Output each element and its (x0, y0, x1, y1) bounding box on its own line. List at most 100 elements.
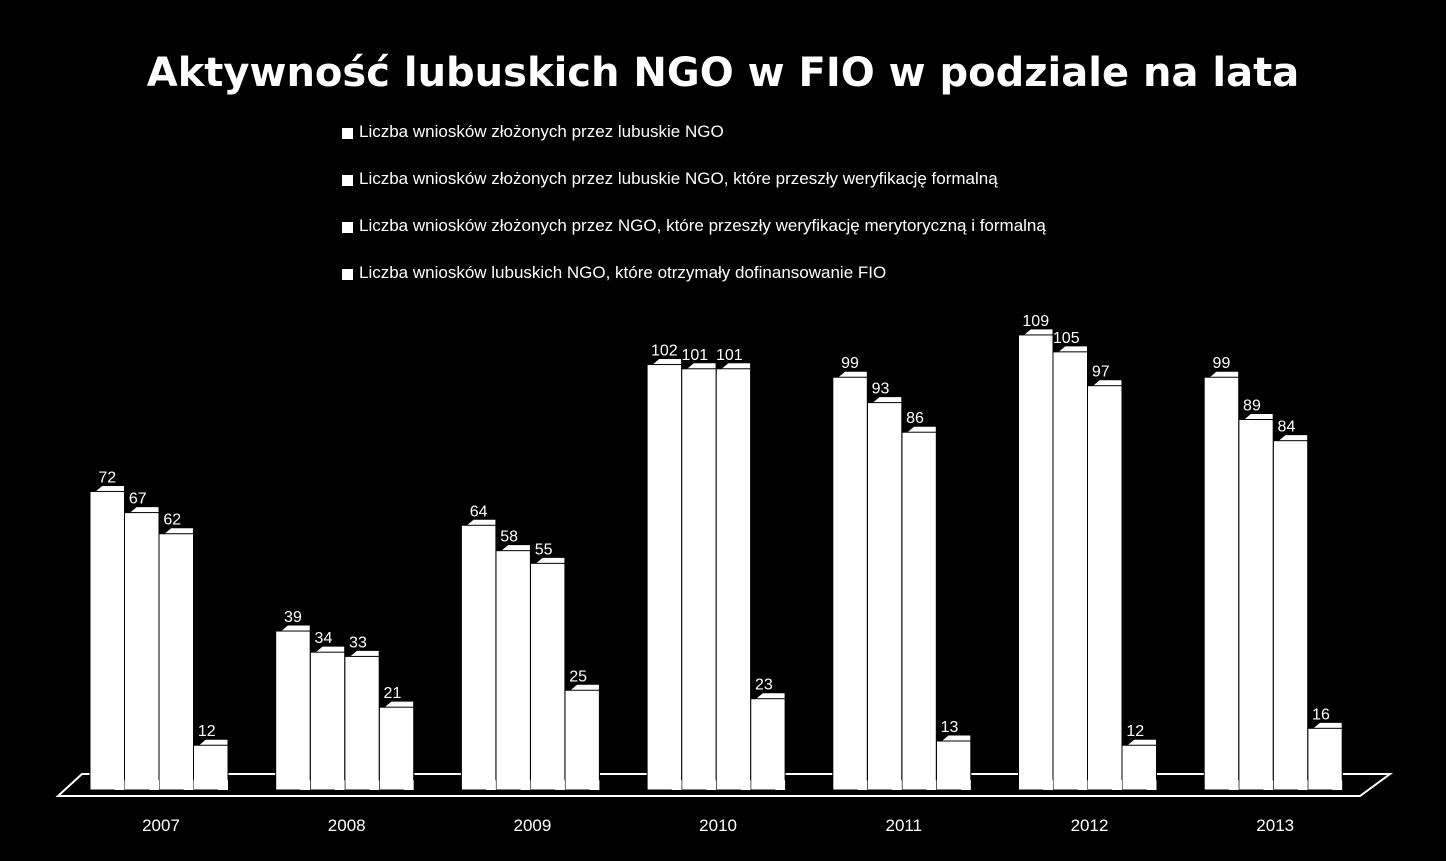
x-tick-label-2013: 2013 (1256, 816, 1294, 835)
bar-2010-series-3-foot (740, 780, 751, 790)
bar-2012-series-4-foot (1146, 780, 1157, 790)
data-label-2008-series-4: 21 (384, 685, 402, 702)
bar-2013-series-1-foot (1228, 780, 1239, 790)
data-label-2010-series-1: 102 (651, 343, 678, 360)
bar-2011-series-4 (935, 740, 972, 791)
data-label-2010-series-4: 23 (755, 677, 773, 694)
data-label-2011-series-1: 99 (841, 355, 859, 372)
data-label-2013-series-1: 99 (1213, 355, 1231, 372)
x-tick-label-2011: 2011 (886, 816, 923, 835)
data-label-2013-series-4: 16 (1312, 706, 1330, 723)
data-label-2012-series-1: 109 (1022, 313, 1049, 330)
bar-2013-series-4-foot (1332, 780, 1343, 790)
bar-2010-series-3 (715, 368, 752, 791)
bar-2008-series-3-foot (369, 780, 380, 790)
bar-2007-series-1-foot (114, 780, 125, 790)
bar-2012-series-1 (1018, 334, 1054, 791)
bar-2007-series-4-foot (218, 780, 228, 790)
bar-2013-series-2 (1238, 419, 1274, 791)
bar-2010-series-1 (646, 364, 683, 791)
data-label-2011-series-2: 93 (872, 381, 890, 398)
data-label-2008-series-2: 34 (315, 630, 333, 647)
legend-item-3: Liczba wniosków złożonych przez NGO, któ… (342, 216, 1046, 263)
data-label-2012-series-2: 105 (1053, 330, 1080, 347)
bar-2008-series-4 (378, 706, 415, 791)
bar-2013-series-4 (1307, 727, 1343, 791)
bar-2010-series-4-foot (775, 780, 786, 790)
x-tick-label-2007: 2007 (142, 816, 180, 835)
legend-label-2: Liczba wniosków złożonych przez lubuskie… (359, 169, 998, 188)
bar-2012-series-3-foot (1112, 780, 1122, 790)
bar-2009-series-1-foot (485, 780, 496, 790)
bar-2011-series-2 (866, 402, 903, 791)
data-label-2007-series-4: 12 (198, 723, 216, 740)
bar-2007-series-4 (193, 744, 229, 791)
data-label-2010-series-2: 101 (681, 347, 708, 364)
bar-2011-series-1-foot (857, 780, 868, 790)
legend-swatch-3 (342, 222, 353, 233)
bar-2009-series-2 (495, 550, 531, 791)
chart-title: Aktywność lubuskich NGO w FIO w podziale… (146, 50, 1300, 96)
bar-2008-series-4-foot (403, 780, 414, 790)
bar-2010-series-2-foot (706, 780, 717, 790)
data-label-2012-series-4: 12 (1126, 723, 1144, 740)
data-label-2011-series-3: 86 (906, 410, 924, 427)
bar-2009-series-1 (460, 524, 497, 791)
bar-2013-series-1 (1203, 376, 1240, 791)
legend-swatch-2 (342, 175, 353, 186)
data-label-2011-series-4: 13 (941, 719, 959, 736)
legend-label-1: Liczba wniosków złożonych przez lubuskie… (359, 122, 724, 141)
bar-2008-series-1 (275, 630, 311, 791)
data-label-2009-series-2: 58 (500, 529, 518, 546)
data-label-2008-series-3: 33 (349, 634, 367, 651)
x-tick-label-2010: 2010 (699, 816, 737, 835)
legend-item-4: Liczba wniosków lubuskich NGO, które otr… (342, 263, 1046, 310)
bar-2009-series-4-foot (589, 780, 600, 790)
legend-label-3: Liczba wniosków złożonych przez NGO, któ… (359, 216, 1046, 235)
legend-swatch-4 (342, 269, 353, 280)
bar-2007-series-3-foot (183, 780, 194, 790)
data-label-2012-series-3: 97 (1092, 364, 1110, 381)
chart-floor (55, 773, 1394, 797)
bar-2010-series-4 (750, 698, 786, 791)
bar-2008-series-2 (309, 651, 346, 791)
x-tick-label-2009: 2009 (513, 816, 551, 835)
bar-2008-series-2-foot (334, 780, 345, 790)
bar-2011-series-2-foot (891, 780, 902, 790)
bar-2011-series-3-foot (926, 780, 937, 790)
bar-2012-series-2 (1052, 351, 1088, 791)
data-label-2007-series-1: 72 (98, 469, 116, 486)
bar-2011-series-1 (832, 376, 868, 791)
bar-2013-series-3 (1272, 440, 1309, 791)
legend: Liczba wniosków złożonych przez lubuskie… (342, 122, 1046, 310)
bar-2012-series-4 (1121, 744, 1157, 791)
bar-2013-series-2-foot (1263, 780, 1274, 790)
bar-2007-series-2 (124, 512, 160, 791)
bar-2009-series-2-foot (520, 780, 531, 790)
x-tick-label-2008: 2008 (328, 816, 366, 835)
bar-2012-series-3 (1087, 385, 1123, 791)
data-label-2007-series-2: 67 (129, 491, 147, 508)
bar-2010-series-2 (681, 368, 717, 791)
bar-2011-series-4-foot (960, 780, 971, 790)
bar-2007-series-1 (89, 490, 125, 791)
data-label-2013-series-2: 89 (1243, 398, 1261, 415)
bar-2012-series-1-foot (1043, 780, 1053, 790)
bar-2007-series-2-foot (149, 780, 159, 790)
bar-2010-series-1-foot (671, 780, 682, 790)
data-label-2009-series-3: 55 (535, 541, 553, 558)
bar-2009-series-4 (564, 689, 600, 791)
legend-label-4: Liczba wniosków lubuskich NGO, które otr… (359, 263, 887, 282)
x-tick-label-2012: 2012 (1071, 816, 1109, 835)
bar-2008-series-1-foot (300, 780, 311, 790)
bar-2011-series-3 (901, 431, 937, 791)
legend-item-2: Liczba wniosków złożonych przez lubuskie… (342, 169, 1046, 216)
data-label-2009-series-1: 64 (470, 503, 488, 520)
data-label-2013-series-3: 84 (1278, 419, 1296, 436)
legend-item-1: Liczba wniosków złożonych przez lubuskie… (342, 122, 1046, 169)
bar-2009-series-3-foot (554, 780, 565, 790)
legend-swatch-1 (342, 128, 353, 139)
bar-2008-series-3 (344, 655, 380, 791)
bar-2013-series-3-foot (1297, 780, 1308, 790)
